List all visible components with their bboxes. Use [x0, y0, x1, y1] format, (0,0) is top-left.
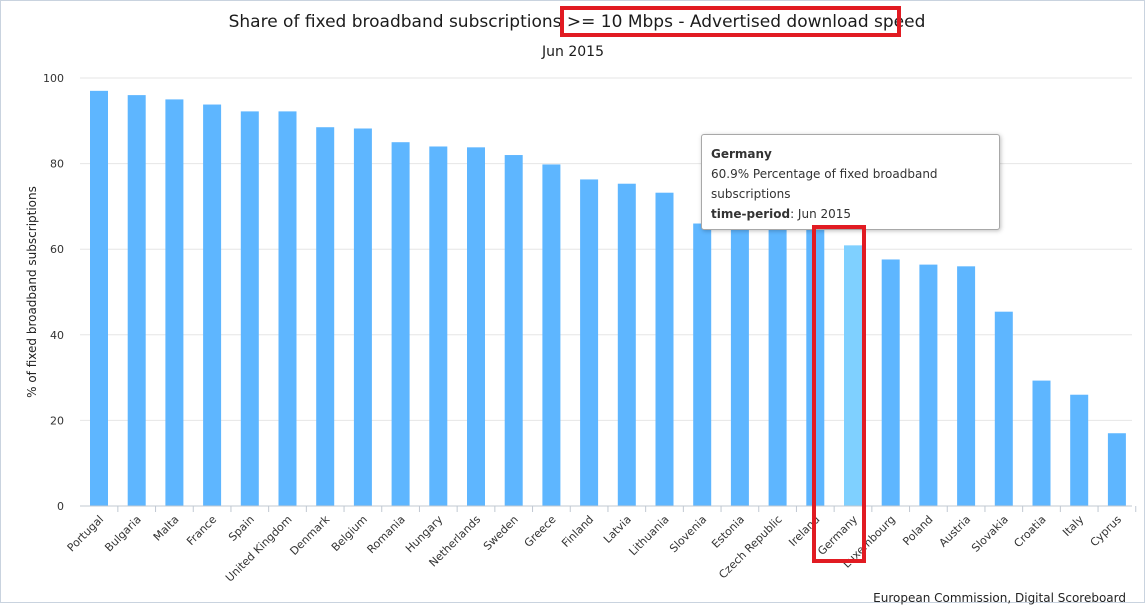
- bar-united-kingdom[interactable]: [278, 111, 297, 506]
- y-tick-label: 40: [50, 329, 64, 342]
- x-tick-label: Estonia: [709, 513, 747, 551]
- bar-belgium[interactable]: [353, 128, 372, 506]
- bar-estonia[interactable]: [730, 225, 749, 506]
- bar-poland[interactable]: [919, 264, 938, 506]
- bars: [90, 90, 1126, 507]
- bar-ireland[interactable]: [806, 227, 825, 507]
- tooltip-title: Germany: [711, 147, 772, 161]
- tooltip-line-1: 60.9% Percentage of fixed broadband: [711, 167, 938, 181]
- bar-netherlands[interactable]: [467, 147, 485, 506]
- bar-hungary[interactable]: [429, 146, 448, 507]
- x-tick-label: Slovenia: [667, 513, 709, 555]
- x-tick-label: Lithuania: [626, 513, 671, 558]
- x-tick-label: Latvia: [601, 513, 634, 546]
- bar-slovenia[interactable]: [693, 223, 712, 506]
- x-tick-label: Finland: [559, 513, 596, 550]
- y-tick-label: 0: [57, 500, 64, 513]
- x-tick-label: Greece: [522, 513, 559, 550]
- x-tick-label: Belgium: [329, 513, 370, 554]
- bar-slovakia[interactable]: [994, 311, 1013, 506]
- x-tick-label: Malta: [151, 513, 182, 544]
- x-tick-label: Cyprus: [1088, 513, 1125, 550]
- bar-latvia[interactable]: [617, 183, 636, 506]
- bar-italy[interactable]: [1070, 394, 1089, 506]
- bar-lithuania[interactable]: [655, 192, 674, 507]
- x-tick-label: Denmark: [287, 512, 332, 557]
- bar-finland[interactable]: [580, 179, 599, 506]
- y-tick-label: 60: [50, 243, 64, 256]
- y-axis-ticks: 0 20 40 60 80 100: [43, 72, 64, 513]
- x-tick-label: Ireland: [786, 513, 822, 549]
- tooltip-field-label: time-period: [711, 207, 791, 221]
- bar-spain[interactable]: [240, 111, 259, 506]
- x-tick-label: Croatia: [1011, 513, 1048, 550]
- tooltip-field-value: : Jun 2015: [790, 207, 852, 221]
- x-tick-label: Spain: [226, 513, 257, 544]
- bar-germany[interactable]: [844, 245, 862, 506]
- y-tick-label: 100: [43, 72, 64, 85]
- x-tick-label: Poland: [900, 513, 935, 548]
- x-tick-label: France: [184, 513, 219, 548]
- x-tick-label: Bulgaria: [102, 513, 143, 554]
- tooltip-line-2: subscriptions: [711, 187, 791, 201]
- bar-austria[interactable]: [957, 266, 976, 506]
- y-tick-label: 20: [50, 414, 64, 427]
- bar-malta[interactable]: [165, 99, 184, 507]
- bar-greece[interactable]: [542, 164, 561, 506]
- bar-sweden[interactable]: [504, 155, 523, 507]
- bar-denmark[interactable]: [316, 127, 335, 506]
- bar-portugal[interactable]: [90, 90, 108, 506]
- x-tick-label: Portugal: [65, 513, 106, 554]
- bar-cyprus[interactable]: [1107, 433, 1126, 506]
- x-tick-label: Romania: [365, 513, 408, 556]
- bar-croatia[interactable]: [1032, 380, 1051, 506]
- x-tick-label: Austria: [937, 513, 974, 550]
- chart-title: Share of fixed broadband subscriptions >…: [229, 12, 926, 32]
- y-axis-label: % of fixed broadband subscriptions: [25, 186, 39, 398]
- tooltip-line-3: time-period: Jun 2015: [711, 204, 990, 224]
- tooltip: Germany 60.9% Percentage of fixed broadb…: [701, 134, 1000, 230]
- x-tick-label: Sweden: [481, 513, 521, 553]
- bar-france[interactable]: [203, 104, 222, 506]
- bar-luxembourg[interactable]: [881, 259, 900, 506]
- x-tick-label: Slovakia: [969, 513, 1011, 555]
- x-tick-label: United Kingdom: [223, 513, 295, 585]
- y-tick-label: 80: [50, 158, 64, 171]
- bar-czech-republic[interactable]: [768, 226, 787, 506]
- bar-romania[interactable]: [391, 142, 410, 506]
- chart-subtitle: Jun 2015: [541, 44, 604, 60]
- chart-credit: European Commission, Digital Scoreboard: [873, 591, 1126, 605]
- x-tick-label: Italy: [1060, 513, 1086, 539]
- bar-bulgaria[interactable]: [127, 95, 146, 507]
